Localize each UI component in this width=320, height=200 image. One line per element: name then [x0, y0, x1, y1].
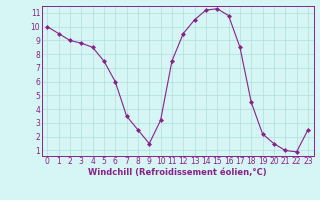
X-axis label: Windchill (Refroidissement éolien,°C): Windchill (Refroidissement éolien,°C) [88, 168, 267, 177]
